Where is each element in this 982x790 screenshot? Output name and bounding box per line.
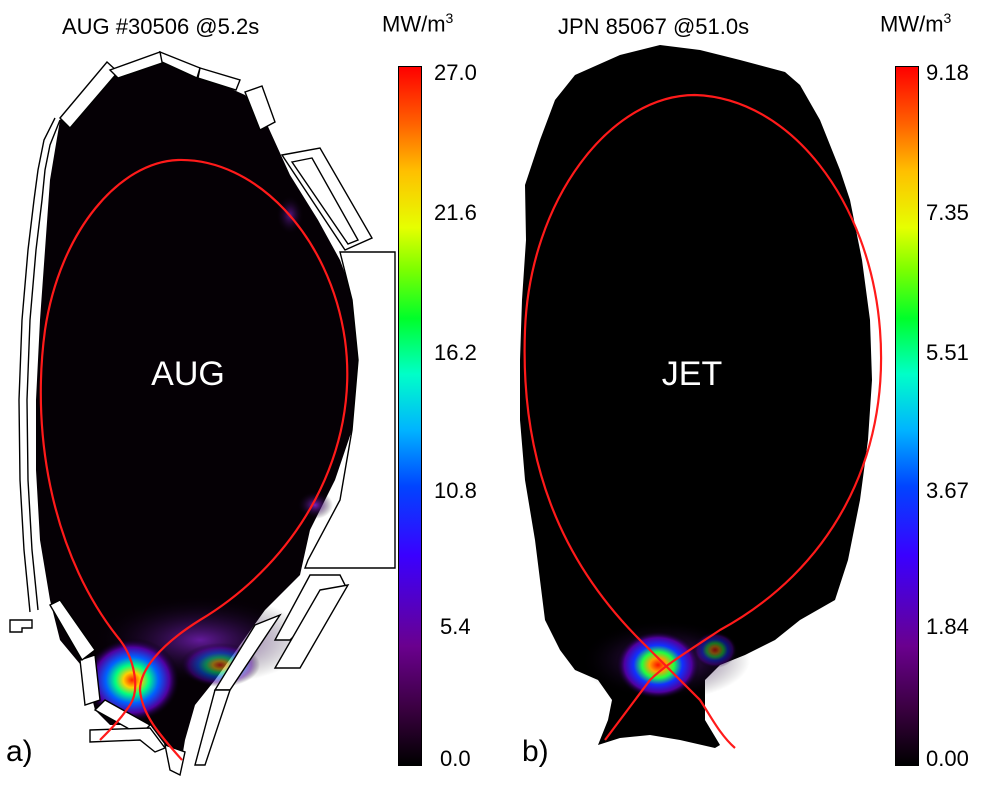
jet-colorbar (895, 66, 919, 766)
jet-panel (520, 45, 883, 749)
aug-edge-glow (297, 491, 333, 519)
aug-colorbar (398, 66, 422, 766)
aug-vessel-wall (9, 50, 396, 777)
jet-tick-4: 1.84 (926, 614, 969, 639)
aug-tick-3: 10.8 (434, 478, 477, 503)
aug-tick-4: 5.4 (440, 614, 471, 639)
aug-tick-5: 0.0 (440, 746, 471, 771)
jet-separatrix (523, 93, 883, 749)
aug-tick-2: 16.2 (434, 340, 477, 365)
panel-label-a: a) (6, 735, 33, 768)
jet-unit-base: MW/m (880, 11, 944, 37)
aug-tick-0: 27.0 (434, 60, 477, 85)
jet-tick-0: 9.18 (926, 60, 969, 85)
jet-unit-exp: 3 (943, 10, 952, 26)
aug-panel (9, 50, 396, 777)
aug-emission-map (36, 60, 360, 770)
jet-device-label: JET (662, 355, 722, 393)
aug-device-label: AUG (151, 355, 225, 393)
jet-tick-2: 5.51 (926, 340, 969, 365)
jet-inner-leg-glow (693, 632, 737, 668)
jet-title: JPN 85067 @51.0s (558, 14, 750, 39)
jet-xpoint-hotspot (616, 631, 700, 699)
aug-unit-exp: 3 (445, 10, 454, 26)
aug-tick-1: 21.6 (434, 200, 477, 225)
jet-unit: MW/m3 (880, 10, 951, 37)
aug-separatrix (39, 158, 349, 761)
panel-label-b: b) (522, 735, 549, 768)
aug-title: AUG #30506 @5.2s (62, 14, 260, 39)
jet-tick-3: 3.67 (926, 478, 969, 503)
jet-emission-map (520, 45, 872, 748)
aug-unit: MW/m3 (382, 10, 453, 37)
aug-unit-base: MW/m (382, 11, 446, 37)
jet-tick-5: 0.00 (926, 746, 969, 771)
jet-tick-1: 7.35 (926, 200, 969, 225)
